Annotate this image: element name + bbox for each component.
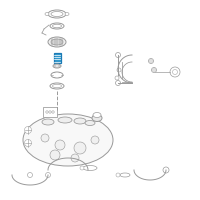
Ellipse shape	[51, 39, 63, 45]
Circle shape	[55, 140, 65, 150]
Circle shape	[117, 68, 121, 72]
Circle shape	[150, 60, 152, 62]
Circle shape	[49, 111, 51, 113]
Circle shape	[80, 166, 84, 170]
Ellipse shape	[52, 24, 62, 28]
Circle shape	[71, 154, 79, 162]
Circle shape	[52, 111, 54, 113]
Ellipse shape	[53, 64, 61, 68]
Ellipse shape	[54, 65, 60, 67]
Ellipse shape	[48, 10, 66, 18]
Ellipse shape	[65, 12, 69, 16]
Ellipse shape	[51, 72, 63, 78]
Circle shape	[153, 69, 155, 71]
Ellipse shape	[74, 118, 86, 124]
Circle shape	[91, 136, 99, 144]
Circle shape	[172, 70, 178, 74]
Circle shape	[116, 173, 120, 177]
Circle shape	[46, 111, 48, 113]
Ellipse shape	[52, 84, 62, 88]
Bar	[43, 107, 57, 117]
Circle shape	[28, 172, 32, 178]
Circle shape	[24, 140, 32, 146]
Ellipse shape	[58, 117, 72, 123]
Bar	[54, 53, 60, 63]
Ellipse shape	[42, 119, 54, 125]
Circle shape	[46, 172, 50, 178]
Ellipse shape	[83, 166, 97, 170]
Ellipse shape	[50, 23, 64, 29]
Circle shape	[163, 167, 169, 173]
Circle shape	[74, 142, 86, 154]
Ellipse shape	[48, 37, 66, 47]
Circle shape	[170, 67, 180, 77]
Ellipse shape	[51, 11, 63, 17]
Circle shape	[50, 150, 60, 160]
Ellipse shape	[120, 173, 130, 177]
Circle shape	[116, 52, 120, 58]
Circle shape	[116, 80, 120, 86]
Ellipse shape	[23, 114, 113, 166]
Circle shape	[24, 127, 32, 134]
Circle shape	[41, 134, 49, 142]
Ellipse shape	[92, 114, 102, 121]
Circle shape	[148, 58, 154, 64]
Ellipse shape	[45, 12, 49, 16]
Ellipse shape	[93, 112, 101, 117]
Ellipse shape	[50, 83, 64, 89]
Circle shape	[152, 68, 156, 72]
Circle shape	[115, 76, 119, 80]
Ellipse shape	[85, 120, 95, 126]
